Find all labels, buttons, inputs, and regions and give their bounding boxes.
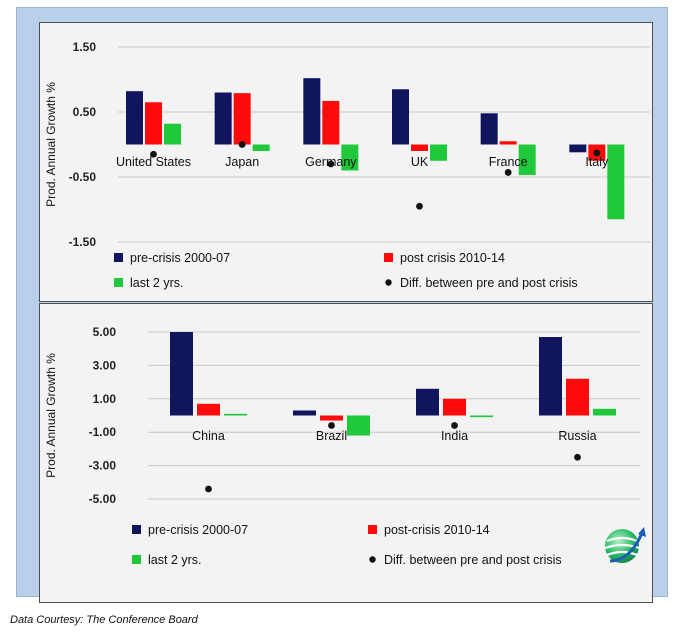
diff-marker-uk: [416, 202, 423, 210]
bar-last-2-yrs-italy: [607, 144, 625, 220]
bar-last-2-yrs-uk: [430, 144, 447, 161]
bar-post-crisis-2010-14-france: [499, 141, 517, 145]
legend-swatch-post-crisis-2010-14: [368, 525, 377, 534]
bar-last-2-yrs-china: [224, 413, 247, 416]
category-label: Germany: [305, 155, 357, 169]
y-tick-label: 5.00: [93, 325, 117, 339]
bar-last-2-yrs-brazil: [347, 415, 370, 436]
legend-swatch-last-2-yrs: [132, 555, 141, 564]
developed-economies-chart-svg: 1.50 0.50 -0.50 -1.50 Prod. Annual Growth % U…: [44, 40, 650, 290]
bar-post-crisis-2010-14-japan: [233, 93, 251, 145]
bar-last-2-yrs-united-states: [164, 123, 181, 145]
legend-label: post crisis 2010-14: [400, 251, 505, 265]
y-tick-label: -1.00: [89, 425, 117, 439]
category-label: India: [441, 429, 468, 443]
diff-marker-france: [504, 169, 512, 176]
bar-pre-crisis-2000-07-china: [170, 332, 193, 416]
legend-swatch-pre-crisis-2000-07: [132, 525, 141, 534]
category-label: Japan: [225, 155, 259, 169]
bar-post-crisis-2010-14-russia: [566, 378, 589, 416]
diff-marker-germany: [327, 160, 335, 168]
category-label: Italy: [585, 155, 609, 169]
category-label: United States: [116, 155, 191, 169]
legend-swatch-pre-crisis-2000-07: [114, 253, 123, 262]
category-label: Brazil: [316, 429, 347, 443]
globe-logo-icon: [604, 527, 646, 563]
diff-marker-china: [205, 485, 212, 493]
bar-post-crisis-2010-14-china: [197, 403, 220, 416]
legend-label: pre-crisis 2000-07: [148, 523, 248, 537]
y-tick-label: -0.50: [69, 170, 97, 184]
y-axis-label: Prod. Annual Growth %: [44, 353, 58, 478]
bar-pre-crisis-2000-07-uk: [392, 89, 409, 145]
bar-pre-crisis-2000-07-united-states: [126, 91, 143, 145]
emerging-economies-chart-svg: 5.00 3.00 1.00 -1.00 -3.00 -5.00 Prod. Annual …: [44, 325, 640, 567]
bar-pre-crisis-2000-07-russia: [539, 337, 562, 416]
legend-label: Diff. between pre and post crisis: [400, 276, 578, 290]
y-axis-label: Prod. Annual Growth %: [44, 82, 58, 207]
diff-marker-japan: [238, 141, 246, 148]
bar-post-crisis-2010-14-united-states: [145, 102, 162, 145]
diff-marker-india: [451, 422, 458, 429]
bar-post-crisis-2010-14-germany: [322, 100, 340, 145]
source-note: Data Courtesy: The Conference Board: [10, 614, 198, 626]
bar-pre-crisis-2000-07-germany: [303, 78, 321, 145]
legend-label: last 2 yrs.: [148, 553, 202, 567]
y-tick-label: -1.50: [69, 235, 97, 249]
bar-last-2-yrs-japan: [252, 144, 270, 151]
category-label: France: [489, 155, 528, 169]
y-tick-label: -5.00: [89, 492, 117, 506]
diff-marker-brazil: [328, 422, 335, 429]
chart-frame: 1.50 0.50 -0.50 -1.50 Prod. Annual Growth % U…: [16, 7, 668, 603]
y-tick-label: 1.00: [93, 392, 117, 406]
category-label: China: [192, 429, 225, 443]
emerging-economies-chart: 5.00 3.00 1.00 -1.00 -3.00 -5.00 Prod. Annual …: [39, 303, 653, 603]
legend-swatch-diff-between-pre-and-post-crisis: [369, 556, 376, 563]
legend-label: Diff. between pre and post crisis: [384, 553, 562, 567]
bar-pre-crisis-2000-07-italy: [569, 144, 587, 153]
legend-label: last 2 yrs.: [130, 276, 184, 290]
bar-last-2-yrs-france: [518, 144, 536, 176]
legend-label: post-crisis 2010-14: [384, 523, 490, 537]
category-label: Russia: [558, 429, 596, 443]
y-tick-label: -3.00: [89, 459, 117, 473]
bar-last-2-yrs-russia: [593, 408, 616, 416]
bar-post-crisis-2010-14-uk: [411, 144, 428, 151]
bar-pre-crisis-2000-07-france: [480, 113, 498, 145]
bar-pre-crisis-2000-07-japan: [214, 92, 232, 145]
y-tick-label: 3.00: [93, 358, 117, 372]
bar-last-2-yrs-india: [470, 415, 493, 418]
diff-marker-italy: [593, 149, 601, 157]
diff-marker-united-states: [150, 150, 157, 158]
bar-pre-crisis-2000-07-brazil: [293, 410, 316, 416]
legend-label: pre-crisis 2000-07: [130, 251, 230, 265]
developed-economies-chart: 1.50 0.50 -0.50 -1.50 Prod. Annual Growth % U…: [39, 22, 653, 302]
y-tick-label: 0.50: [73, 105, 97, 119]
category-label: UK: [411, 155, 429, 169]
legend-swatch-last-2-yrs: [114, 278, 123, 287]
bar-pre-crisis-2000-07-india: [416, 388, 439, 416]
legend-swatch-diff-between-pre-and-post-crisis: [385, 279, 392, 286]
legend-swatch-post-crisis-2010-14: [384, 253, 393, 262]
y-tick-label: 1.50: [73, 40, 97, 54]
bar-post-crisis-2010-14-brazil: [320, 415, 343, 421]
bar-last-2-yrs-germany: [341, 144, 359, 171]
bar-post-crisis-2010-14-india: [443, 398, 466, 416]
diff-marker-russia: [574, 453, 581, 461]
